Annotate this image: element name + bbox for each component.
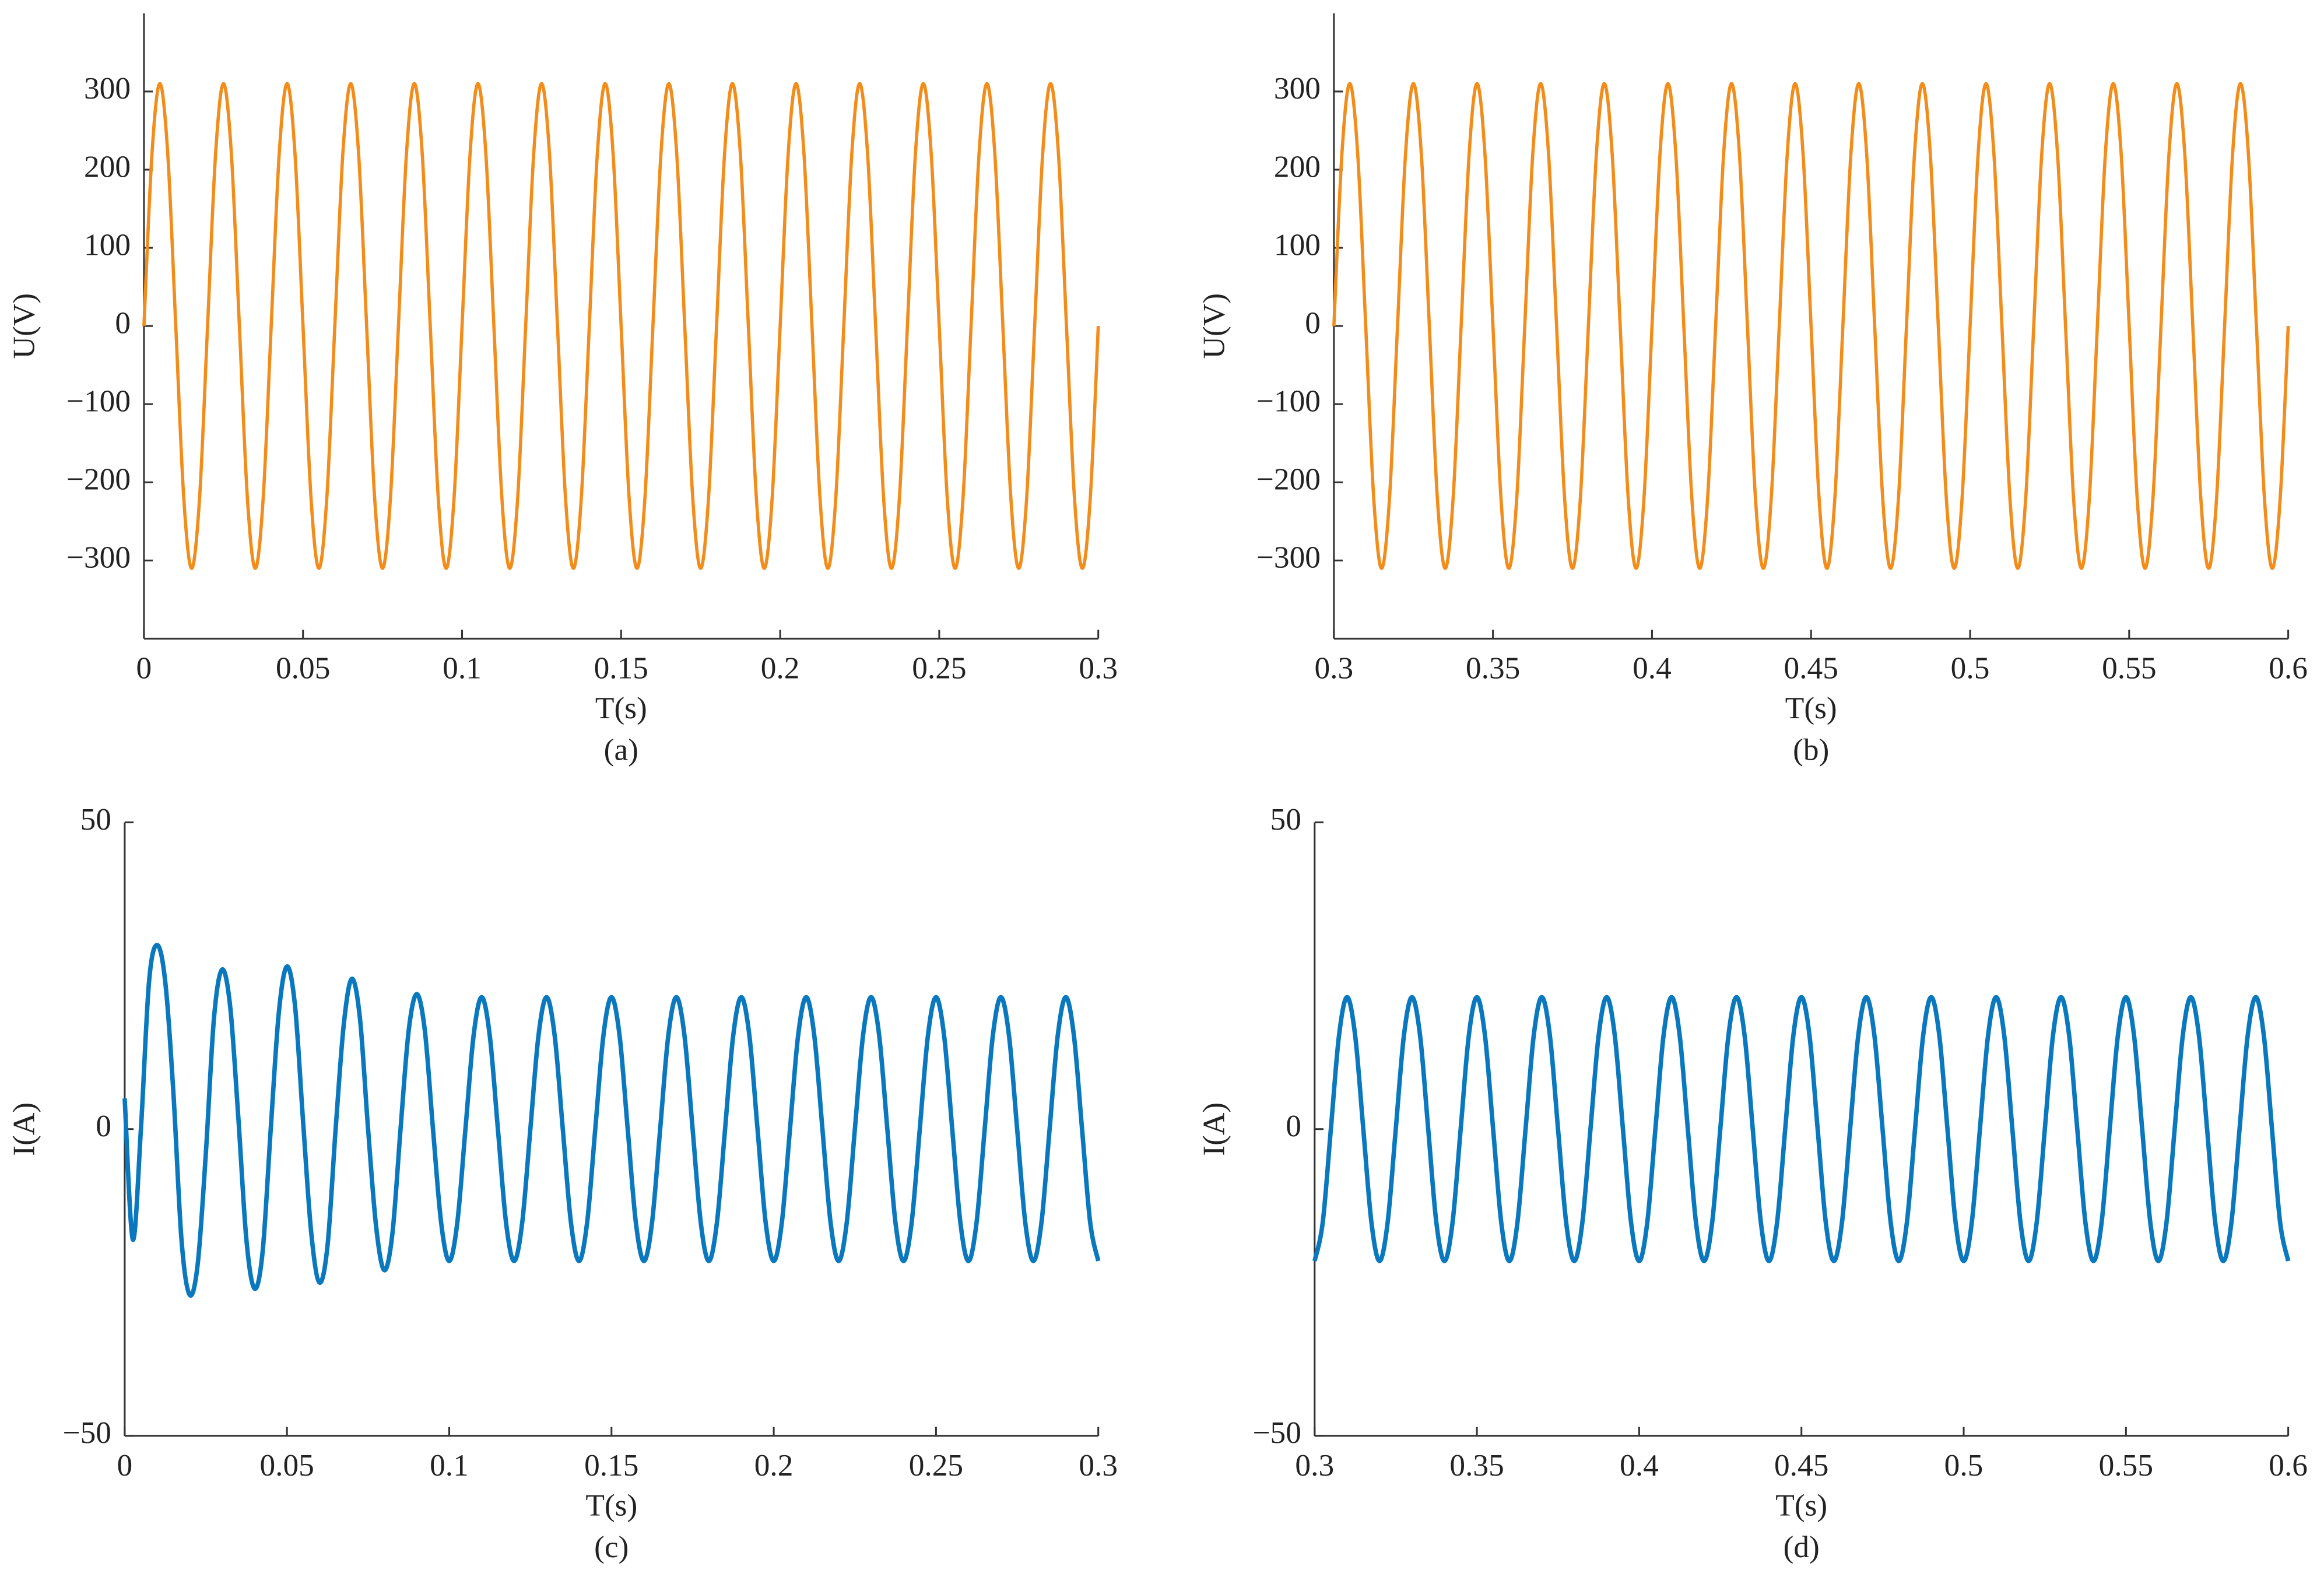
y-tick-label: 0	[1305, 305, 1321, 340]
y-tick-label: −100	[66, 383, 131, 418]
x-tick-label: 0.3	[1314, 651, 1353, 686]
y-tick-label: −200	[66, 462, 131, 497]
line	[122, 943, 1101, 1298]
y-tick-label: −300	[1256, 540, 1321, 575]
x-tick-label: 0.55	[2099, 1448, 2153, 1483]
x-tick-label: 0.6	[2269, 651, 2308, 686]
caption: (c)	[594, 1529, 629, 1564]
x-tick-label: 0.15	[584, 1448, 638, 1483]
line	[1312, 995, 2291, 1263]
y-tick-label: −200	[1256, 462, 1321, 497]
x-tick-label: 0.45	[1774, 1448, 1828, 1483]
line	[1332, 82, 2290, 570]
y-tick-label: 0	[115, 305, 131, 340]
y-tick-label: 300	[1274, 71, 1321, 106]
x-tick-label: 0.25	[912, 651, 966, 686]
y-tick-label: 50	[80, 802, 111, 837]
x-tick-label: 0.3	[1079, 651, 1118, 686]
x-tick-label: 0.45	[1784, 651, 1838, 686]
x-tick-label: 0.6	[2269, 1448, 2308, 1483]
x-tick-label: 0.1	[443, 651, 482, 686]
x-tick-label: 0.25	[909, 1448, 963, 1483]
y-tick-label: 100	[84, 227, 131, 262]
x-tick-label: 0.55	[2102, 651, 2156, 686]
y-axis-label: I(A)	[1196, 1102, 1231, 1156]
y-tick-label: −100	[1256, 383, 1321, 418]
x-tick-label: 0.3	[1079, 1448, 1118, 1483]
caption: (d)	[1784, 1529, 1820, 1564]
x-axis-label: T(s)	[1775, 1488, 1827, 1523]
caption: (a)	[604, 732, 638, 767]
x-tick-label: 0.4	[1620, 1448, 1659, 1483]
x-tick-label: 0	[136, 651, 152, 686]
y-tick-label: −300	[66, 540, 131, 575]
y-tick-label: 100	[1274, 227, 1321, 262]
x-tick-label: 0.05	[276, 651, 330, 686]
x-tick-label: 0.1	[430, 1448, 469, 1483]
y-tick-label: −50	[1252, 1415, 1301, 1450]
x-axis-label: T(s)	[1785, 690, 1837, 725]
x-tick-label: 0.2	[761, 651, 800, 686]
y-tick-label: 0	[96, 1108, 111, 1143]
x-tick-label: 0.35	[1449, 1448, 1504, 1483]
x-axis-label: T(s)	[585, 1488, 637, 1523]
y-tick-label: 200	[1274, 149, 1321, 184]
caption: (b)	[1793, 732, 1829, 767]
x-axis-label: T(s)	[595, 690, 647, 725]
x-tick-label: 0.2	[754, 1448, 794, 1483]
x-tick-label: 0.35	[1466, 651, 1520, 686]
y-axis-label: U(V)	[1196, 293, 1231, 359]
y-tick-label: 200	[84, 149, 131, 184]
y-tick-label: −50	[63, 1415, 111, 1450]
x-tick-label: 0.15	[594, 651, 648, 686]
x-tick-label: 0.4	[1633, 651, 1672, 686]
x-tick-label: 0.5	[1951, 651, 1990, 686]
x-tick-label: 0.3	[1295, 1448, 1334, 1483]
y-tick-label: 300	[84, 71, 131, 106]
x-tick-label: 0.05	[259, 1448, 314, 1483]
line	[142, 82, 1100, 570]
y-axis-label: U(V)	[6, 293, 41, 359]
x-tick-label: 0.5	[1944, 1448, 1984, 1483]
y-axis-label: I(A)	[6, 1102, 41, 1156]
x-tick-label: 0	[117, 1448, 133, 1483]
y-tick-label: 0	[1286, 1108, 1301, 1143]
y-tick-label: 50	[1270, 802, 1301, 837]
